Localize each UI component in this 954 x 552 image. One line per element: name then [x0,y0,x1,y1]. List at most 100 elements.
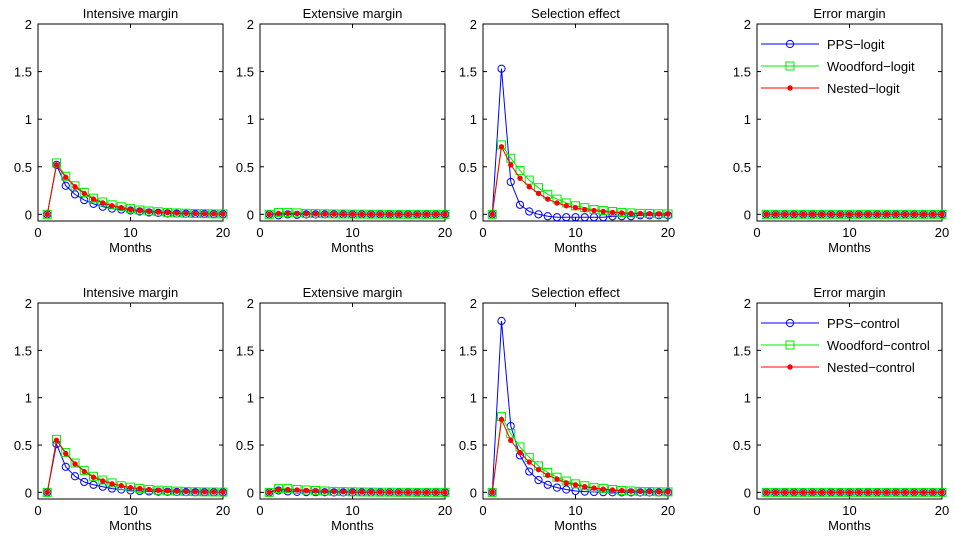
y-tick-label: 2 [247,296,254,311]
data-point-dot [174,210,180,216]
data-point-circle [497,64,506,73]
data-point-dot [294,487,300,493]
x-tick-label: 20 [438,225,452,240]
plot-frame [756,302,943,500]
x-tick-label: 10 [123,503,137,518]
data-point-dot [44,489,50,496]
y-tick-label: 0 [744,207,751,222]
data-point-square [116,481,126,491]
data-point-square [70,458,80,468]
data-point-dot [164,488,171,494]
y-tick-label: 0 [247,207,254,222]
x-axis-label: Months [828,240,871,255]
data-point-dot [865,489,871,496]
x-tick-label: 20 [935,503,949,518]
panel-title: Error margin [813,285,885,300]
data-point-dot [856,489,862,496]
legend-label: PPS−control [827,316,900,331]
data-point-dot [303,487,309,494]
panel-title: Error margin [813,6,885,21]
data-point-circle [506,177,515,187]
y-tick-label: 0.5 [236,438,254,453]
y-tick-label: 1.5 [236,343,254,358]
data-point-circle [61,181,70,190]
data-point-dot [628,210,634,217]
data-point-dot [508,437,514,443]
x-tick-label: 20 [661,503,675,518]
data-point-square [274,484,283,494]
data-point-dot [930,489,936,496]
data-point-square [785,61,795,71]
data-point-dot [201,211,208,217]
data-point-dot [646,211,653,217]
x-tick-label: 0 [753,503,760,518]
y-tick-label: 0.5 [733,438,751,453]
x-tick-label: 10 [345,225,359,240]
data-point-dot [81,190,87,197]
data-point-dot [772,489,779,496]
data-point-square [292,208,302,218]
x-tick-label: 0 [479,225,486,240]
y-tick-label: 1.5 [236,65,254,80]
data-point-dot [846,489,853,496]
y-tick-label: 1.5 [459,65,477,80]
data-point-dot [619,210,625,216]
data-point-dot [582,483,588,490]
data-point-dot [893,211,899,218]
data-point-dot [800,489,806,496]
x-tick-label: 10 [123,225,137,240]
series-line-1 [491,68,668,218]
data-point-dot [856,211,862,218]
y-tick-label: 1 [25,391,32,406]
panel-title: Intensive margin [83,285,178,300]
data-point-dot [920,489,927,496]
data-point-dot [155,487,161,493]
y-tick-label: 0 [470,485,477,500]
data-point-dot [405,489,411,496]
x-axis-label: Months [828,518,871,533]
series-line-1 [46,442,223,493]
data-point-square [98,197,108,207]
panel-title: Extensive margin [303,6,403,21]
data-point-dot [628,488,634,494]
series-line-3 [46,439,224,493]
data-point-dot [423,489,430,496]
data-point-dot [665,489,671,495]
series-line-1 [491,320,668,493]
subplot-3: Selection effect 0 10 20 0 0.5 1 1.5 2 Months [459,6,675,255]
data-point-dot [275,486,282,493]
data-point-dot [517,175,523,181]
data-point-square [515,166,525,176]
data-point-dot [883,211,890,218]
data-point-square [61,171,71,181]
y-tick-label: 2 [25,17,32,32]
data-point-dot [266,489,272,496]
y-tick-label: 1 [247,112,254,127]
data-point-circle [562,485,571,494]
data-point-dot [791,211,797,218]
data-point-circle [562,213,571,222]
data-point-dot [386,489,393,495]
y-tick-label: 1 [744,391,751,406]
data-point-dot [349,211,356,217]
data-point-dot [800,211,806,218]
data-point-dot [118,483,124,489]
data-point-dot [294,210,300,217]
data-point-dot [349,489,356,495]
data-point-dot [563,480,569,486]
y-tick-label: 0 [25,207,32,222]
data-point-dot [787,364,793,370]
x-tick-label: 0 [753,225,760,240]
y-tick-label: 1 [744,112,751,127]
data-point-square [52,434,61,444]
legend-label: Woodford−control [827,338,930,353]
data-point-dot [930,211,936,218]
data-point-dot [782,489,788,496]
data-point-dot [572,482,579,488]
data-point-square [487,209,497,219]
data-point-dot [109,481,115,487]
data-point-square [98,475,108,485]
data-point-dot [545,196,551,202]
data-point-dot [423,211,430,218]
